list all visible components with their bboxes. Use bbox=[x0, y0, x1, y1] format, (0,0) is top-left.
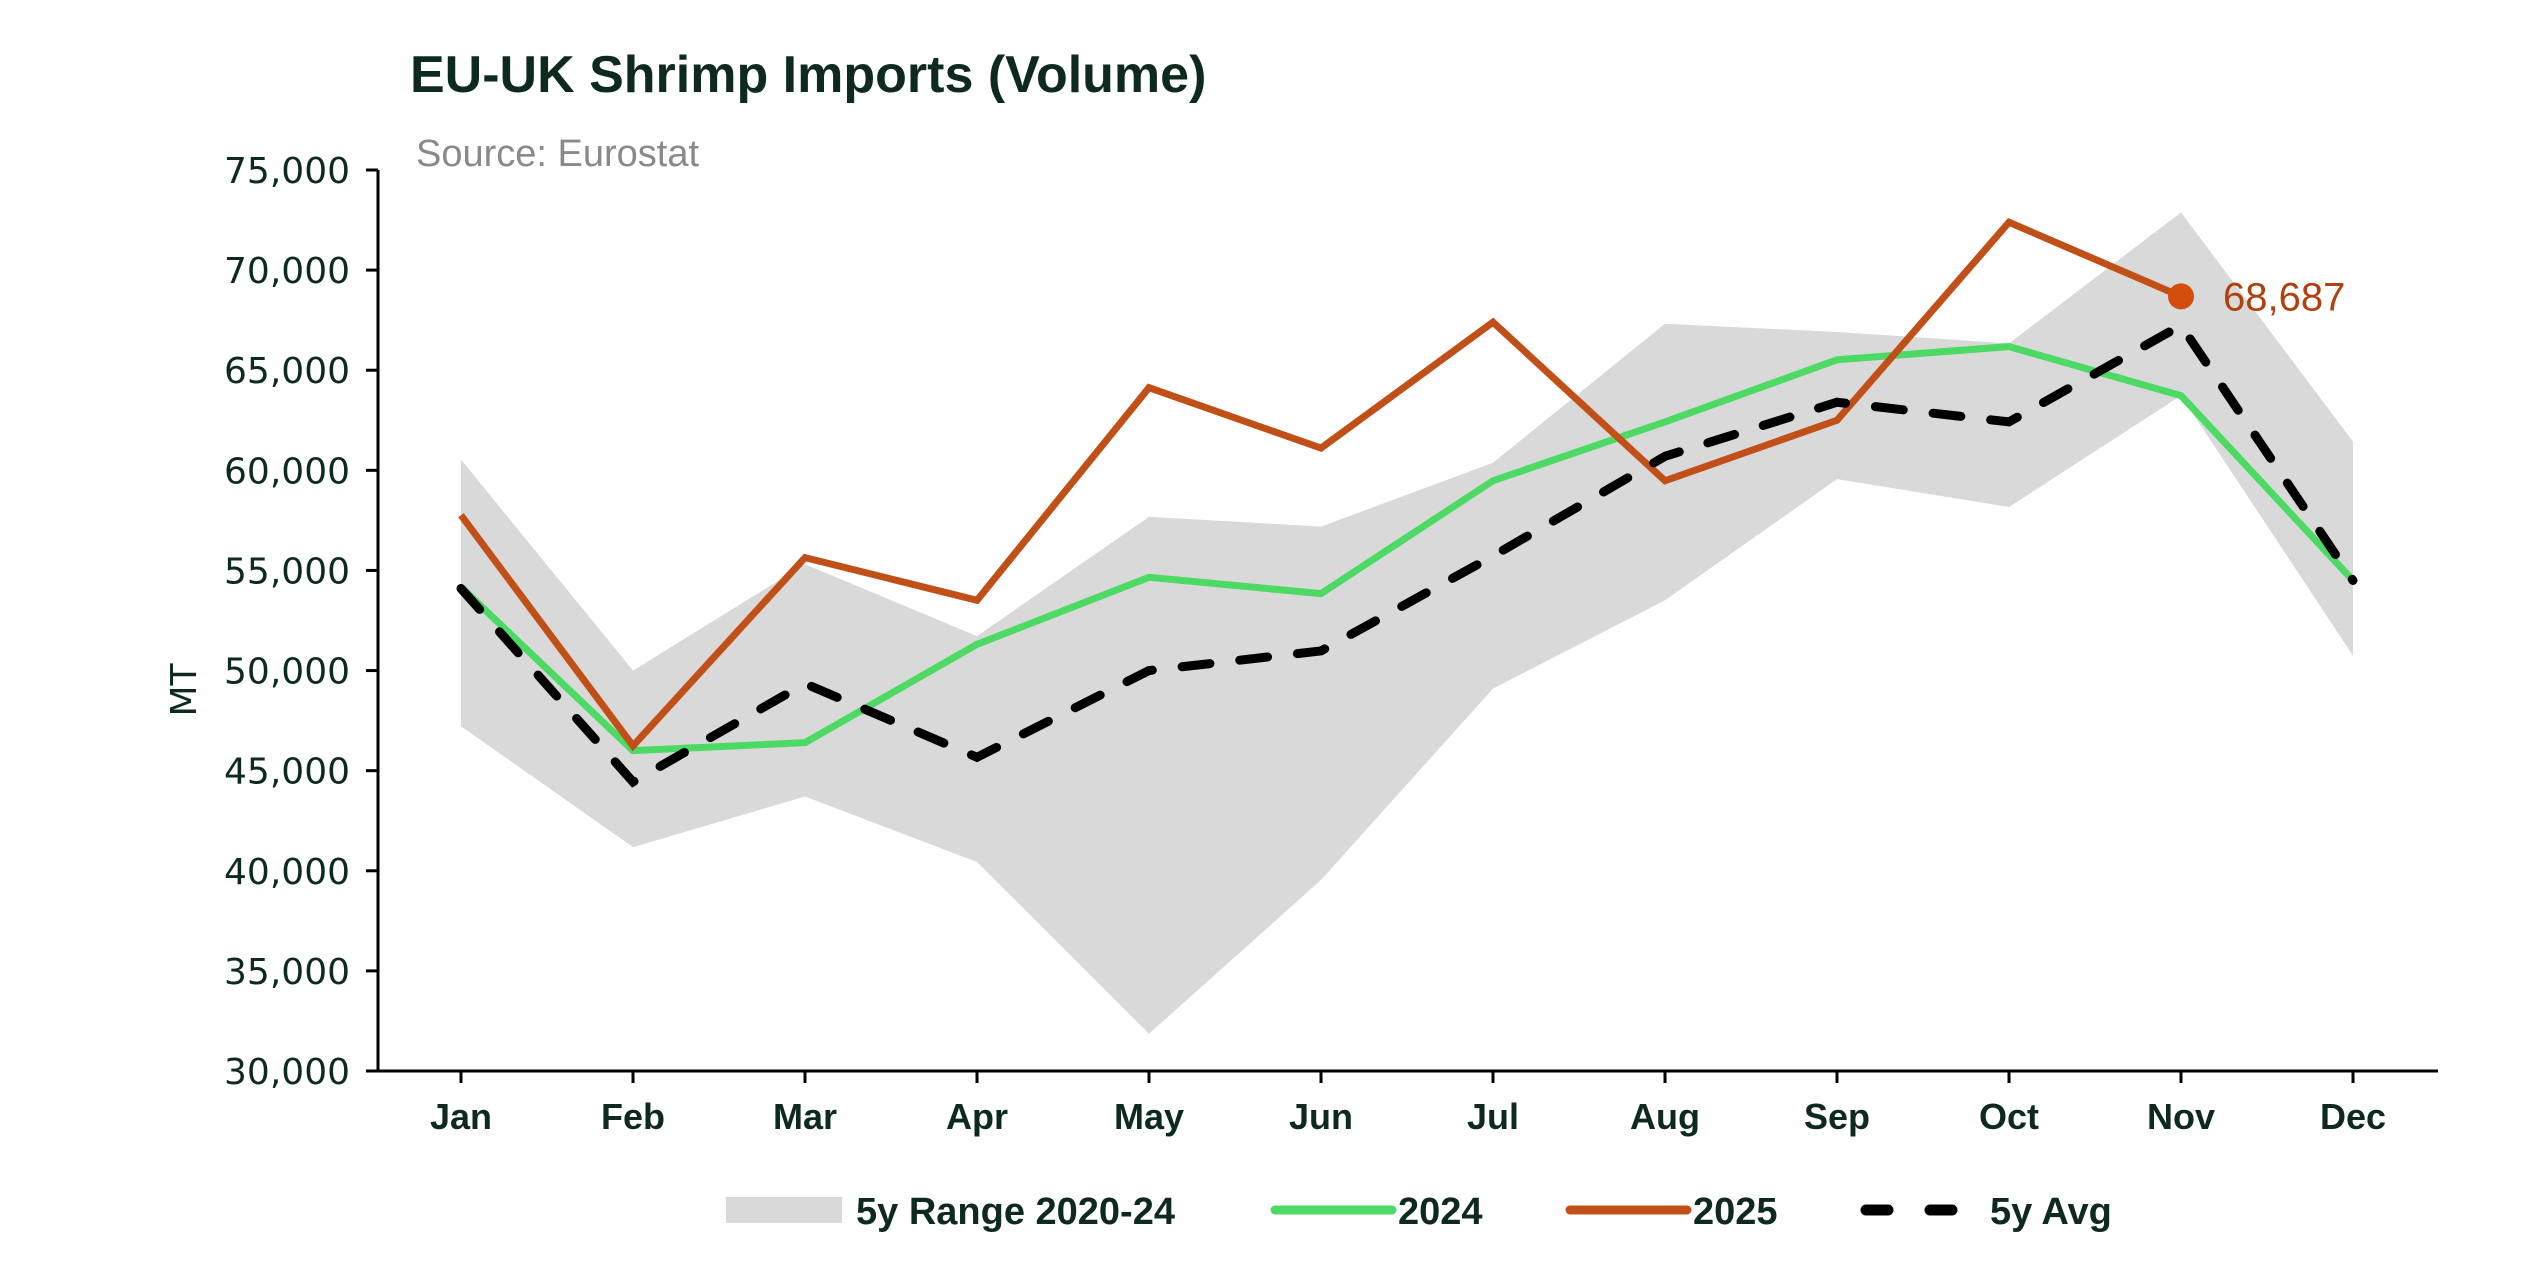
y-tick-label: 75,000 bbox=[224, 151, 350, 192]
x-tick-label: May bbox=[1114, 1096, 1184, 1137]
x-tick-label: Oct bbox=[1979, 1096, 2039, 1137]
y-tick-label: 35,000 bbox=[224, 952, 350, 993]
legend-label-2024: 2024 bbox=[1398, 1191, 1483, 1233]
x-tick-label: Feb bbox=[601, 1096, 665, 1137]
range-band-5y bbox=[461, 212, 2353, 1034]
x-tick-label: Sep bbox=[1804, 1096, 1870, 1137]
chart-subtitle: Source: Eurostat bbox=[416, 133, 699, 175]
x-tick-label: Jan bbox=[430, 1096, 492, 1137]
y-tick-label: 65,000 bbox=[224, 351, 350, 392]
annotation-marker bbox=[2168, 283, 2194, 310]
x-tick-label: Jul bbox=[1467, 1096, 1519, 1137]
y-tick-label: 60,000 bbox=[224, 451, 350, 492]
y-tick-label: 50,000 bbox=[224, 652, 350, 693]
y-tick-label: 70,000 bbox=[224, 251, 350, 292]
series-line-2024 bbox=[458, 343, 2356, 755]
legend-label-range: 5y Range 2020-24 bbox=[856, 1191, 1175, 1233]
y-axis-label: MT bbox=[164, 662, 205, 716]
series-line-5y-avg bbox=[456, 319, 2358, 788]
legend-label-2025: 2025 bbox=[1693, 1191, 1778, 1233]
y-tick-label: 40,000 bbox=[224, 852, 350, 893]
y-tick-label: 55,000 bbox=[224, 551, 350, 592]
x-tick-label: Nov bbox=[2147, 1096, 2215, 1137]
annotation-label: 68,687 bbox=[2223, 275, 2345, 319]
legend-label-5y-avg: 5y Avg bbox=[1990, 1191, 2112, 1233]
legend-swatch-range bbox=[726, 1197, 842, 1223]
x-tick-label: Dec bbox=[2320, 1096, 2386, 1137]
x-tick-label: Jun bbox=[1289, 1096, 1353, 1137]
chart-title: EU-UK Shrimp Imports (Volume) bbox=[410, 46, 1206, 104]
x-tick-label: Mar bbox=[773, 1096, 837, 1137]
x-tick-label: Aug bbox=[1630, 1096, 1700, 1137]
y-tick-label: 45,000 bbox=[224, 752, 350, 793]
y-tick-label: 30,000 bbox=[224, 1052, 350, 1093]
x-tick-label: Apr bbox=[946, 1096, 1008, 1137]
